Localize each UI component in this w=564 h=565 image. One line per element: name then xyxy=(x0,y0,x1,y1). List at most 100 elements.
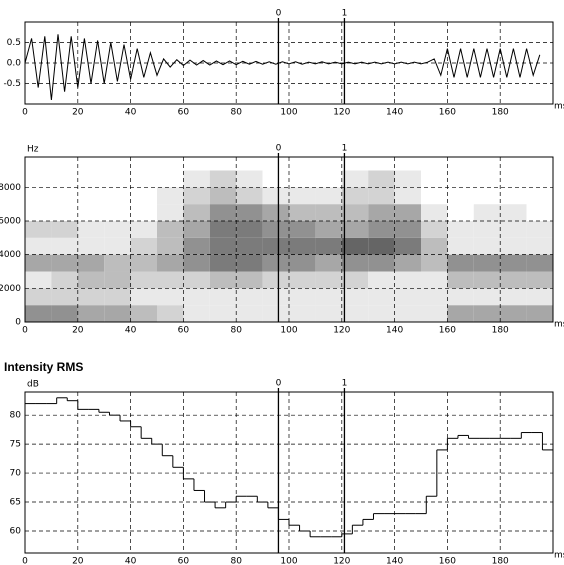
heatmap-cell xyxy=(51,288,78,306)
heatmap-cell xyxy=(473,237,501,255)
heatmap-cell xyxy=(130,170,157,188)
heatmap-cell xyxy=(315,220,342,238)
heatmap-cell xyxy=(368,204,395,221)
x-tick-label: 60 xyxy=(178,557,190,565)
heatmap-cell xyxy=(526,305,553,322)
y-tick-label: 70 xyxy=(10,469,22,479)
x-tick-label: 60 xyxy=(178,108,190,118)
heatmap-cell xyxy=(236,305,263,322)
heatmap-cell xyxy=(183,288,210,306)
heatmap-cell xyxy=(236,254,263,272)
heatmap-cell xyxy=(473,288,501,306)
heatmap-cell xyxy=(315,254,342,272)
x-tick-label: 0 xyxy=(22,326,28,336)
heatmap-cell xyxy=(447,288,474,306)
heatmap-cell xyxy=(289,220,316,238)
x-tick-label: 120 xyxy=(333,326,350,336)
heatmap-cell xyxy=(447,271,474,289)
x-tick-label: 20 xyxy=(72,108,84,118)
heatmap-cell xyxy=(130,288,157,306)
heatmap-cell xyxy=(289,254,316,272)
heatmap-cell xyxy=(209,237,237,255)
heatmap-cell xyxy=(315,305,342,322)
heatmap-cell xyxy=(209,271,237,289)
heatmap-cell xyxy=(262,271,289,289)
heatmap-cell xyxy=(25,288,52,306)
heatmap-cell xyxy=(77,204,105,221)
heatmap-cell xyxy=(341,288,369,306)
heatmap-cell xyxy=(473,220,501,238)
heatmap-cell xyxy=(341,237,369,255)
heatmap-cell xyxy=(51,170,78,188)
heatmap-cell xyxy=(315,170,342,188)
heatmap-cell xyxy=(421,254,448,272)
heatmap-cell xyxy=(526,187,553,205)
heatmap-cell xyxy=(368,271,395,289)
heatmap-cell xyxy=(394,254,421,272)
heatmap-cell xyxy=(315,271,342,289)
heatmap-cell xyxy=(183,271,210,289)
heatmap-cell xyxy=(447,254,474,272)
heatmap-cell xyxy=(262,237,289,255)
heatmap-cell xyxy=(236,170,263,188)
x-tick-label: 20 xyxy=(72,557,84,565)
heatmap-cell xyxy=(51,305,78,322)
heatmap-cell xyxy=(341,305,369,322)
x-tick-label: 80 xyxy=(230,557,242,565)
heatmap-cell xyxy=(262,254,289,272)
heatmap-cell xyxy=(209,288,237,306)
heatmap-cell xyxy=(25,305,52,322)
x-tick-label: 160 xyxy=(439,108,456,118)
heatmap-cell xyxy=(130,187,157,205)
y-axis-label: dB xyxy=(27,380,39,390)
heatmap-cell xyxy=(262,204,289,221)
heatmap-cell xyxy=(77,237,105,255)
heatmap-cell xyxy=(104,220,131,238)
y-tick-label: 4000 xyxy=(0,250,21,260)
y-tick-label: 2000 xyxy=(0,284,21,294)
heatmap-cell xyxy=(157,187,184,205)
heatmap-cell xyxy=(473,305,501,322)
heatmap-cell xyxy=(157,288,184,306)
heatmap-cell xyxy=(262,220,289,238)
heatmap-cell xyxy=(526,271,553,289)
x-tick-label: 100 xyxy=(280,557,297,565)
heatmap-cell xyxy=(51,271,78,289)
heatmap-cell xyxy=(447,204,474,221)
heatmap-cell xyxy=(157,204,184,221)
heatmap-cell xyxy=(236,237,263,255)
heatmap-cell xyxy=(183,305,210,322)
heatmap-cell xyxy=(315,288,342,306)
heatmap-cell xyxy=(421,204,448,221)
heatmap-cell xyxy=(25,271,52,289)
heatmap-cell xyxy=(183,254,210,272)
cursor-label: 0 xyxy=(276,9,282,19)
y-tick-label: 8000 xyxy=(0,183,21,193)
heatmap-cell xyxy=(500,170,527,188)
heatmap-cell xyxy=(183,220,210,238)
x-tick-label: 160 xyxy=(439,557,456,565)
heatmap-cell xyxy=(368,305,395,322)
waveform xyxy=(24,34,541,100)
heatmap-cell xyxy=(526,254,553,272)
heatmap-cell xyxy=(447,305,474,322)
x-unit: ms xyxy=(554,102,564,112)
heatmap-cell xyxy=(289,170,316,188)
heatmap-cell xyxy=(526,288,553,306)
heatmap-cell xyxy=(104,237,131,255)
heatmap-cell xyxy=(447,170,474,188)
heatmap-cell xyxy=(104,170,131,188)
heatmap-cell xyxy=(130,220,157,238)
heatmap-cell xyxy=(262,305,289,322)
heatmap-cell xyxy=(289,305,316,322)
y-tick-label: 0.0 xyxy=(7,59,22,69)
heatmap-cell xyxy=(394,220,421,238)
heatmap-cell xyxy=(25,237,52,255)
heatmap-cell xyxy=(25,170,52,188)
x-tick-label: 0 xyxy=(22,108,28,118)
heatmap-cell xyxy=(77,305,105,322)
x-tick-label: 120 xyxy=(333,557,350,565)
heatmap-cell xyxy=(183,187,210,205)
heatmap-cell xyxy=(473,204,501,221)
